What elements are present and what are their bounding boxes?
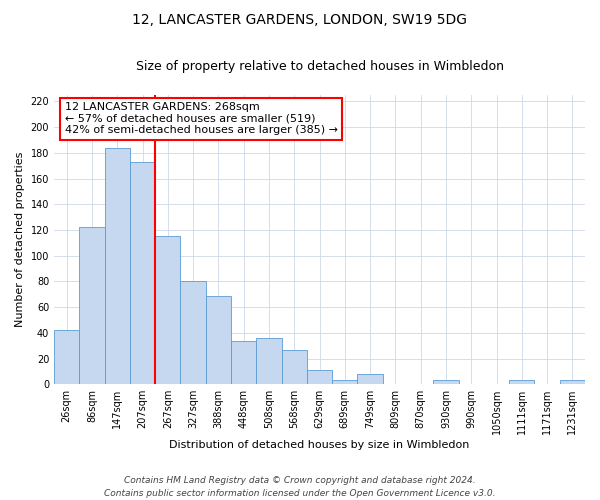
Bar [509,380,535,384]
Bar [206,296,231,384]
Bar [307,370,332,384]
Text: Contains HM Land Registry data © Crown copyright and database right 2024.
Contai: Contains HM Land Registry data © Crown c… [104,476,496,498]
Text: 12 LANCASTER GARDENS: 268sqm
← 57% of detached houses are smaller (519)
42% of s: 12 LANCASTER GARDENS: 268sqm ← 57% of de… [65,102,338,136]
Bar [181,282,206,384]
X-axis label: Distribution of detached houses by size in Wimbledon: Distribution of detached houses by size … [169,440,470,450]
Bar [231,340,256,384]
Bar [433,380,458,384]
Bar [155,236,181,384]
Bar [332,380,358,384]
Text: 12, LANCASTER GARDENS, LONDON, SW19 5DG: 12, LANCASTER GARDENS, LONDON, SW19 5DG [133,12,467,26]
Bar [130,162,155,384]
Bar [79,228,104,384]
Bar [281,350,307,384]
Bar [560,380,585,384]
Title: Size of property relative to detached houses in Wimbledon: Size of property relative to detached ho… [136,60,503,73]
Y-axis label: Number of detached properties: Number of detached properties [15,152,25,328]
Bar [358,374,383,384]
Bar [54,330,79,384]
Bar [104,148,130,384]
Bar [256,338,281,384]
